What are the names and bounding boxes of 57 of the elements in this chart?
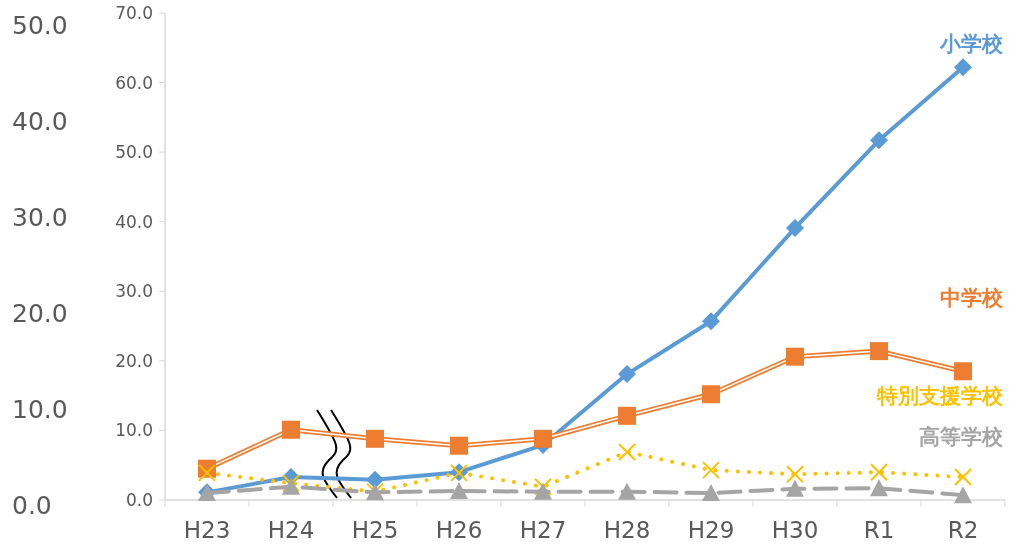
y2-tick-label: 0.0 xyxy=(12,491,52,520)
x-tick-label: H26 xyxy=(435,517,483,543)
text: 特別支援学校 xyxy=(876,383,1004,408)
point xyxy=(870,342,888,361)
point xyxy=(534,477,552,496)
x-tick-label: R1 xyxy=(863,517,895,543)
x-tick-label: H28 xyxy=(603,517,651,543)
x-tick-label: H30 xyxy=(771,517,819,543)
y-tick-label: 60.0 xyxy=(115,72,153,93)
point xyxy=(786,479,804,497)
y2-tick-label: 50.0 xyxy=(12,11,68,40)
y-tick-label: 0.0 xyxy=(125,490,153,510)
x-tick-label: H27 xyxy=(519,517,567,543)
x-tick-label: H23 xyxy=(183,517,231,543)
point xyxy=(450,481,468,499)
series-label: 小学校 xyxy=(939,32,1004,57)
y-tick-label: 40.0 xyxy=(115,211,153,232)
point xyxy=(618,443,636,461)
point xyxy=(702,461,720,480)
y2-tick-label: 20.0 xyxy=(12,299,68,328)
point xyxy=(618,365,636,384)
y2-tick-label: 10.0 xyxy=(12,395,68,424)
point xyxy=(534,429,552,448)
point xyxy=(618,406,636,425)
x-tick-label: H25 xyxy=(351,517,399,543)
point xyxy=(954,468,972,487)
point xyxy=(618,482,636,500)
point xyxy=(366,429,384,448)
text: 高等学校 xyxy=(919,425,1004,450)
point xyxy=(786,465,804,484)
y-tick-label: 20.0 xyxy=(115,350,153,371)
y-tick-label: 10.0 xyxy=(115,420,153,441)
x-tick-label: H24 xyxy=(267,517,315,543)
text: 中学校 xyxy=(940,286,1004,311)
y2-tick-label: 30.0 xyxy=(12,203,68,232)
point xyxy=(366,470,384,489)
point xyxy=(954,486,972,504)
x-tick-label: H29 xyxy=(687,517,735,543)
point xyxy=(870,463,888,482)
point xyxy=(954,362,972,381)
point xyxy=(534,482,552,500)
y-tick-label: 70.0 xyxy=(115,3,153,23)
point xyxy=(786,218,804,237)
point xyxy=(954,58,972,77)
point xyxy=(702,484,720,502)
y-tick-label: 30.0 xyxy=(115,281,153,302)
point xyxy=(786,347,804,366)
point xyxy=(702,385,720,404)
point xyxy=(282,420,300,439)
point xyxy=(450,436,468,455)
point xyxy=(870,479,888,497)
point xyxy=(870,131,888,150)
point xyxy=(198,463,216,482)
x-tick-label: R2 xyxy=(947,517,979,543)
y2-tick-label: 40.0 xyxy=(12,107,68,136)
point xyxy=(702,312,720,331)
y-tick-label: 50.0 xyxy=(115,142,153,163)
